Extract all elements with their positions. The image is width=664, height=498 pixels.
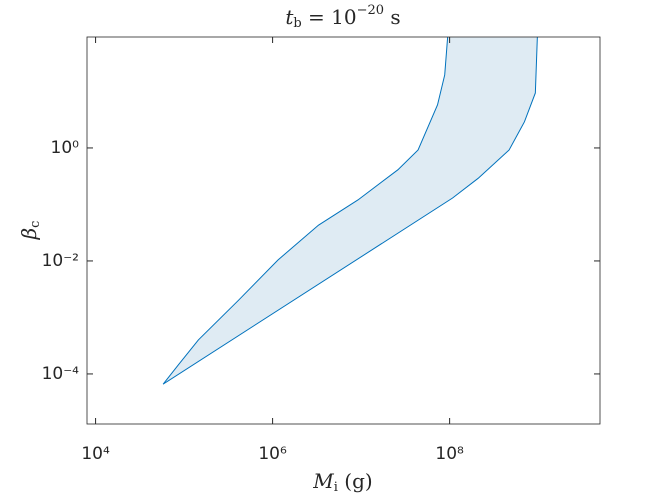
x-tick-label: 10⁸ [435, 444, 464, 464]
y-tick-label: 10⁰ [51, 138, 80, 158]
y-tick-label: 10⁻² [42, 251, 79, 271]
boundary-line [162, 37, 538, 385]
x-tick-label: 10⁴ [81, 444, 110, 464]
axes-box [86, 36, 601, 425]
area-fill [163, 37, 538, 385]
y-tick-label: 10⁻⁴ [42, 364, 80, 384]
x-tick-label: 10⁶ [258, 444, 287, 464]
x-axis-label: Mi (g) [312, 469, 372, 495]
plot-area [162, 37, 538, 385]
boundary-line [162, 37, 449, 385]
y-axis-label: βc [17, 221, 43, 241]
chart-title: tb = 10−20 s [285, 3, 400, 31]
